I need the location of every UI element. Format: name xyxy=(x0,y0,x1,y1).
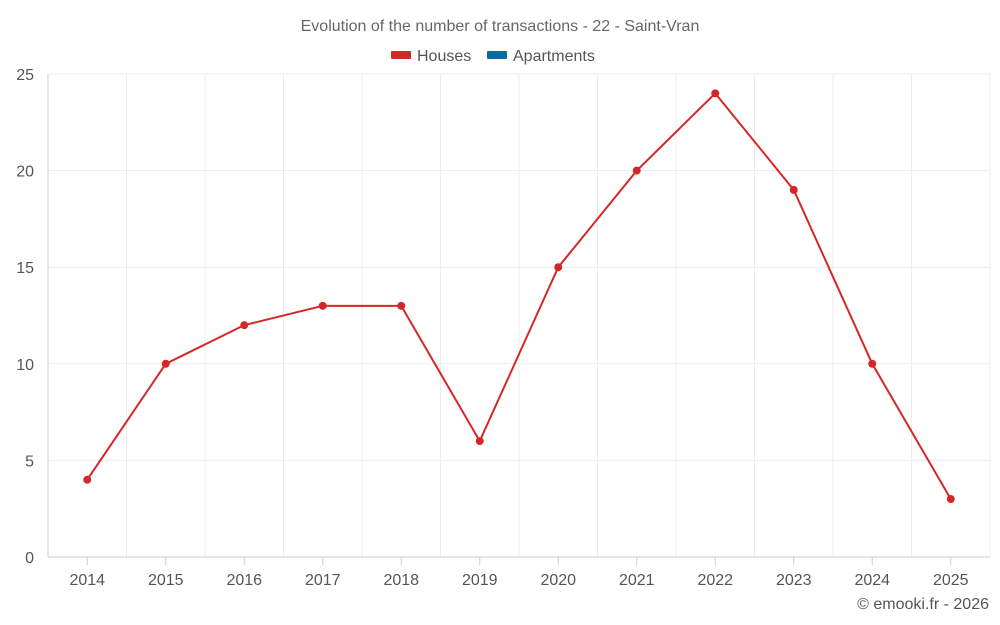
y-axis-ticks: 0 5 10 15 20 25 xyxy=(16,67,34,567)
data-point-houses[interactable] xyxy=(240,321,249,330)
data-point-houses[interactable] xyxy=(789,185,798,194)
x-tick-label: 2014 xyxy=(69,572,105,589)
y-tick-label: 0 xyxy=(25,550,34,567)
y-tick-label: 10 xyxy=(16,357,34,374)
axes xyxy=(47,74,990,558)
x-tick-label: 2016 xyxy=(226,572,262,589)
legend-swatch-apartments xyxy=(487,51,507,59)
x-tick-label: 2018 xyxy=(383,572,419,589)
credit-text: © emooki.fr - 2026 xyxy=(857,596,989,613)
x-tick-label: 2023 xyxy=(776,572,812,589)
chart-title: Evolution of the number of transactions … xyxy=(301,18,700,35)
data-point-houses[interactable] xyxy=(711,89,720,98)
x-tick-label: 2015 xyxy=(148,572,184,589)
y-tick-label: 25 xyxy=(16,67,34,84)
legend-item-houses[interactable]: Houses xyxy=(391,48,471,65)
grid xyxy=(48,73,991,557)
legend-label-houses: Houses xyxy=(417,48,471,65)
legend-label-apartments: Apartments xyxy=(513,48,595,65)
data-point-houses[interactable] xyxy=(554,263,563,272)
series xyxy=(83,89,955,504)
legend-item-apartments[interactable]: Apartments xyxy=(487,48,595,65)
data-point-houses[interactable] xyxy=(397,301,406,310)
x-tick-label: 2022 xyxy=(697,572,733,589)
data-point-houses[interactable] xyxy=(946,495,955,504)
series-line-houses xyxy=(86,92,952,500)
data-point-houses[interactable] xyxy=(83,475,92,484)
data-point-houses[interactable] xyxy=(161,359,170,368)
y-tick-label: 15 xyxy=(16,260,34,277)
x-tick-label: 2021 xyxy=(619,572,655,589)
legend-swatch-houses xyxy=(391,51,411,59)
data-point-houses[interactable] xyxy=(632,166,641,175)
y-tick-label: 5 xyxy=(25,453,34,470)
x-tick-label: 2025 xyxy=(933,572,969,589)
x-axis-ticks: 2014 2015 2016 2017 2018 2019 2020 2021 2022 2023… xyxy=(69,557,969,589)
x-tick-label: 2019 xyxy=(462,572,498,589)
data-point-houses[interactable] xyxy=(868,359,877,368)
x-tick-label: 2020 xyxy=(540,572,576,589)
data-point-houses[interactable] xyxy=(318,301,327,310)
x-tick-label: 2024 xyxy=(854,572,890,589)
data-point-houses[interactable] xyxy=(475,437,484,446)
y-tick-label: 20 xyxy=(16,164,34,181)
x-tick-label: 2017 xyxy=(305,572,341,589)
legend: Houses Apartments xyxy=(391,48,595,65)
